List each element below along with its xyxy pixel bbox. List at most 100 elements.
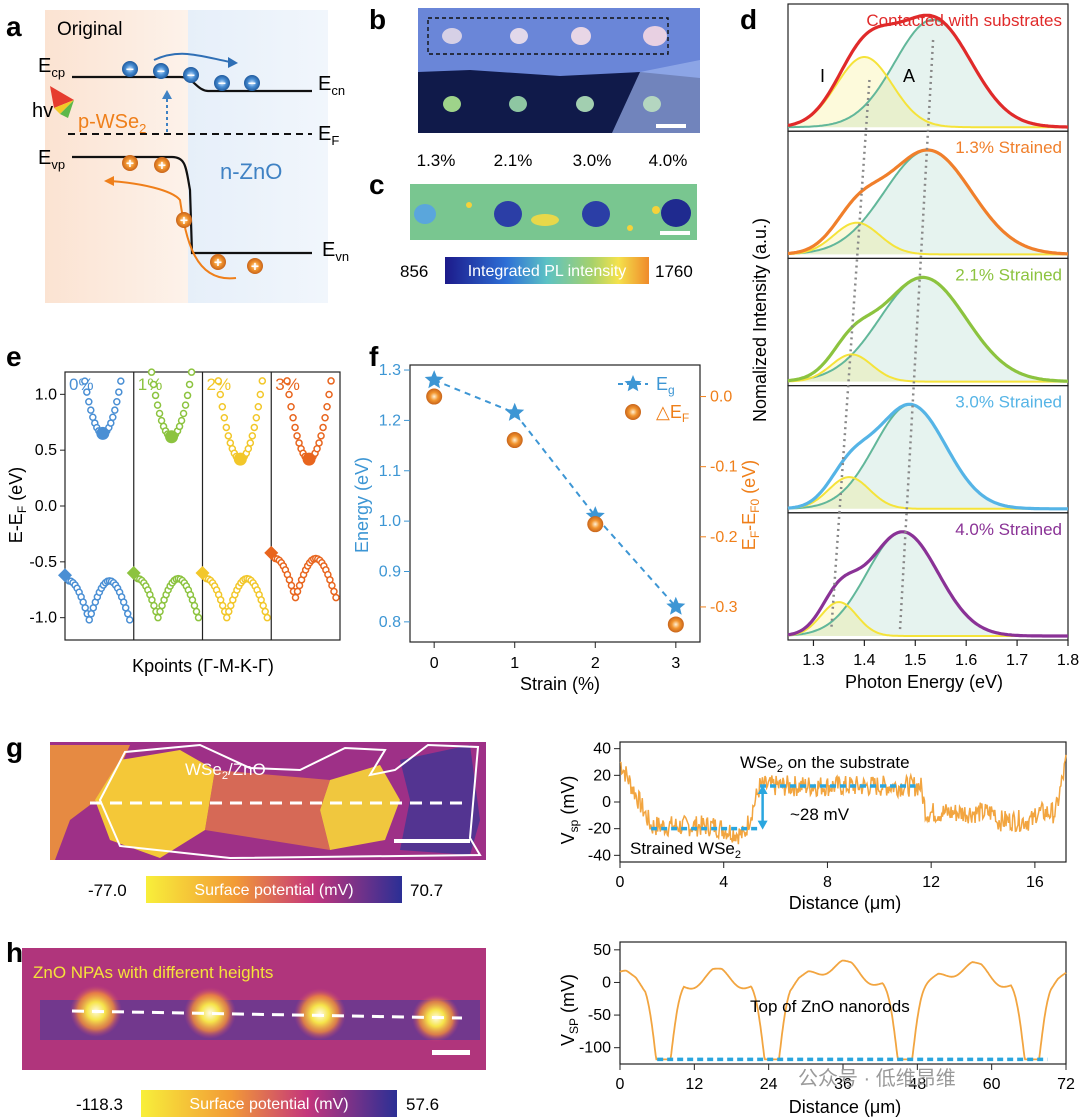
strain-label: 1.3% bbox=[417, 151, 456, 170]
spectrum-label: 4.0% Strained bbox=[955, 520, 1062, 539]
sample-spot bbox=[643, 26, 667, 46]
hole-transfer-arrow bbox=[109, 180, 237, 280]
pl-spot bbox=[652, 206, 660, 214]
h-colorbar-min: -118.3 bbox=[76, 1095, 123, 1114]
e-ylabel: E-EF (eV) bbox=[6, 467, 29, 543]
f-ylabel-right: EF-EF0 (eV) bbox=[739, 460, 762, 550]
sample-spot bbox=[442, 28, 462, 44]
pl-spectra-stack: Contacted with substrates 1.3% Strained 2.… bbox=[787, 3, 1079, 669]
h-colorbar-label: Surface potential (mV) bbox=[189, 1096, 348, 1113]
y-left-tick-label: 0.9 bbox=[379, 563, 401, 580]
x-tick-label: 1.3 bbox=[802, 652, 824, 669]
conduction-band-point bbox=[109, 413, 117, 422]
strain-label: 4.0% bbox=[649, 151, 688, 170]
electron-transfer-arrow bbox=[153, 52, 231, 63]
panel-label-g: g bbox=[6, 732, 23, 763]
eg-point bbox=[505, 402, 525, 421]
legend-ef-label: △EF bbox=[656, 402, 689, 425]
conduction-band-point bbox=[254, 403, 263, 411]
conduction-band-point bbox=[222, 423, 231, 432]
conduction-band-point bbox=[147, 368, 156, 376]
cbm-marker bbox=[96, 426, 110, 440]
y-tick-label: -20 bbox=[588, 821, 611, 838]
g-xlabel: Distance (μm) bbox=[789, 893, 901, 913]
valence-band-point bbox=[223, 613, 231, 622]
y-tick-label: 0 bbox=[602, 974, 611, 991]
strain-label: 3.0% bbox=[573, 151, 612, 170]
electron-icon bbox=[122, 61, 138, 77]
ef-point bbox=[506, 432, 523, 449]
conduction-band-point bbox=[185, 380, 194, 389]
electron-sign: − bbox=[126, 61, 134, 77]
x-tick-label: 8 bbox=[823, 874, 832, 891]
sample-spot bbox=[510, 28, 528, 44]
hv-label: hv bbox=[32, 100, 53, 122]
x-tick-label: 4 bbox=[719, 874, 728, 891]
conduction-band-point bbox=[293, 432, 301, 440]
peak-label-i: I bbox=[820, 66, 825, 86]
excitation-arrowhead bbox=[162, 90, 172, 99]
conduction-band-point bbox=[248, 432, 257, 440]
y-tick-label: -50 bbox=[588, 1007, 611, 1024]
valence-band-point bbox=[81, 604, 89, 612]
conduction-band-point bbox=[285, 390, 293, 399]
x-tick-label: 36 bbox=[834, 1076, 852, 1093]
electron-sign: − bbox=[157, 63, 165, 79]
g-map-label: WSe2/ZnO bbox=[185, 760, 266, 782]
y-left-tick-label: 1.1 bbox=[379, 463, 401, 480]
valence-band-point bbox=[287, 581, 296, 590]
valence-band-point bbox=[330, 587, 338, 596]
spectrum-label: 1.3% Strained bbox=[955, 138, 1062, 157]
hole-icon bbox=[210, 254, 226, 270]
d-ylabel: Nomalized Intensity (a.u.) bbox=[750, 218, 770, 422]
x-tick-label: 60 bbox=[983, 1076, 1001, 1093]
y-tick-label: 0.5 bbox=[35, 442, 57, 459]
conduction-band-point bbox=[149, 380, 158, 389]
valence-band-point bbox=[190, 601, 199, 610]
conduction-band-point bbox=[187, 368, 196, 376]
hole-icon bbox=[247, 258, 263, 274]
hole-arrowhead bbox=[104, 176, 114, 186]
panel-label-b: b bbox=[369, 4, 386, 35]
conduction-band-point bbox=[317, 432, 325, 440]
valence-band-point bbox=[154, 613, 162, 622]
f-ylabel-left: Energy (eV) bbox=[352, 457, 372, 553]
original-label: Original bbox=[57, 19, 122, 40]
conduction-band-point bbox=[289, 414, 297, 422]
electron-sign: − bbox=[218, 75, 226, 91]
flake-edge bbox=[612, 60, 700, 133]
selection-box bbox=[427, 17, 669, 55]
exciton-fill bbox=[788, 531, 1068, 636]
vbm-marker bbox=[264, 545, 279, 560]
x-tick-label: 0 bbox=[430, 655, 439, 672]
ef-label: EF bbox=[318, 123, 339, 148]
g-colorbar bbox=[146, 876, 402, 903]
g-ylabel: Vsp (mV) bbox=[558, 776, 581, 845]
hole-sign: + bbox=[214, 254, 222, 270]
conduction-band-point bbox=[323, 403, 331, 411]
surface-potential-profile-g: 0 4 8 12 16 40 20 0 -20 -40 WSe2 on the substrate S… bbox=[588, 741, 1067, 891]
spectrum-curve bbox=[787, 13, 1068, 129]
strain-labels: 1.3% 2.1% 3.0% 4.0% bbox=[417, 151, 688, 170]
conduction-band-point bbox=[327, 377, 335, 385]
vbm-marker bbox=[58, 568, 72, 583]
h-ylabel: VSP (mV) bbox=[558, 974, 581, 1046]
valence-band-point bbox=[263, 613, 271, 622]
evp-label: Evp bbox=[38, 147, 65, 172]
sample-spot bbox=[576, 96, 594, 112]
annot-nanorod: Top of ZnO nanorods bbox=[750, 997, 910, 1016]
y-tick-label: -1.0 bbox=[29, 610, 57, 627]
heterostructure-outline bbox=[98, 743, 482, 860]
valence-band-point bbox=[123, 610, 132, 618]
pl-spot bbox=[494, 201, 522, 227]
ef-point bbox=[667, 616, 684, 633]
conduction-band-point bbox=[325, 390, 333, 399]
sample-spot bbox=[571, 27, 591, 45]
panel-label-d: d bbox=[740, 4, 757, 35]
profile-line bbox=[619, 754, 1067, 845]
panel-label-a: a bbox=[6, 11, 22, 42]
valence-band-point bbox=[328, 581, 336, 590]
h-xlabel: Distance (μm) bbox=[789, 1097, 901, 1117]
y-left-tick-label: 1.0 bbox=[379, 513, 401, 530]
surface-potential-profile-h: 0 12 24 36 48 60 72 50 0 -50 -100 Top of ZnO nanoro… bbox=[579, 941, 1075, 1093]
